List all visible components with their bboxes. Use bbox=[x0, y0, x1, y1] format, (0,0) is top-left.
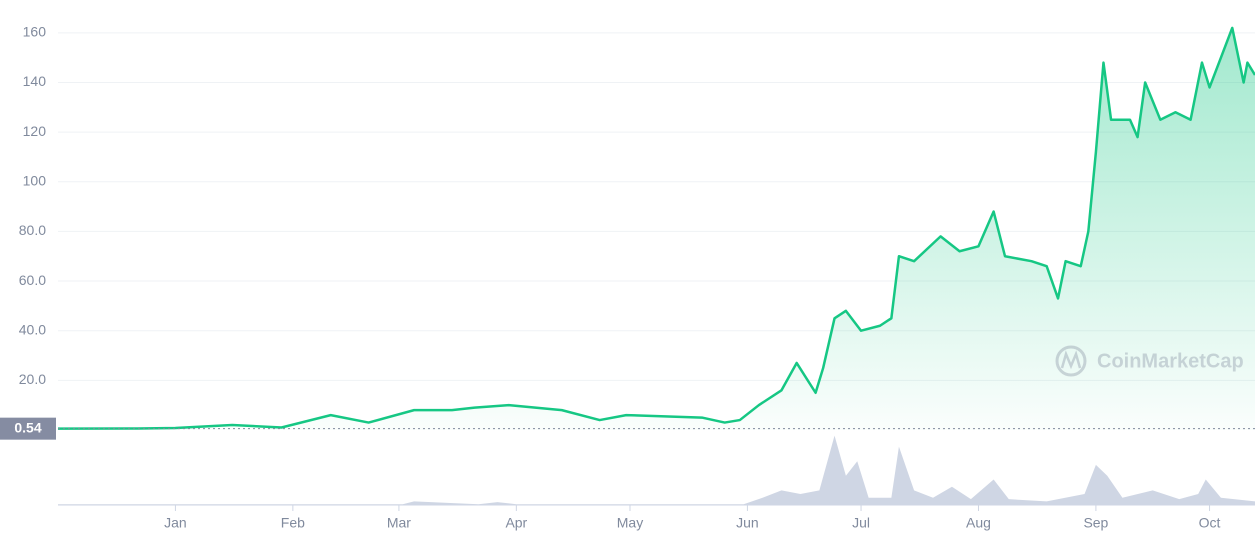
x-tick-label: Oct bbox=[1199, 515, 1221, 531]
y-tick-label: 140 bbox=[23, 73, 47, 89]
x-tick-label: Jun bbox=[736, 515, 759, 531]
x-tick-label: Mar bbox=[387, 515, 411, 531]
watermark: CoinMarketCap bbox=[1055, 345, 1244, 377]
reference-label: 0.54 bbox=[14, 419, 41, 435]
y-tick-label: 160 bbox=[23, 24, 47, 40]
x-tick-label: Jan bbox=[164, 515, 187, 531]
y-tick-label: 80.0 bbox=[19, 222, 46, 238]
x-tick-label: Sep bbox=[1083, 515, 1108, 531]
y-tick-label: 20.0 bbox=[19, 371, 46, 387]
watermark-text: CoinMarketCap bbox=[1097, 350, 1244, 372]
volume-layer bbox=[58, 435, 1255, 505]
price-line bbox=[57, 26, 1255, 430]
price-layer bbox=[57, 26, 1255, 430]
axes-layer: 20.0 40.0 60.0 80.0 100 120 140 160 Jan Feb Mar Apr… bbox=[0, 24, 1255, 531]
y-tick-label: 100 bbox=[23, 172, 47, 188]
grid bbox=[58, 32, 1255, 381]
watermark-logo-mark bbox=[1060, 350, 1082, 370]
x-tick-label: Jul bbox=[852, 515, 870, 531]
volume-area bbox=[58, 435, 1255, 505]
x-tick-label: May bbox=[617, 515, 643, 531]
watermark-logo bbox=[1055, 345, 1087, 377]
price-area bbox=[58, 27, 1255, 430]
x-tick-label: Aug bbox=[966, 515, 991, 531]
y-tick-label: 40.0 bbox=[19, 321, 46, 337]
x-tick-label: Feb bbox=[281, 515, 305, 531]
x-tick-label: Apr bbox=[505, 515, 527, 531]
reference-label-box bbox=[0, 417, 56, 440]
y-tick-label: 120 bbox=[23, 123, 47, 139]
y-tick-label: 60.0 bbox=[19, 272, 46, 288]
